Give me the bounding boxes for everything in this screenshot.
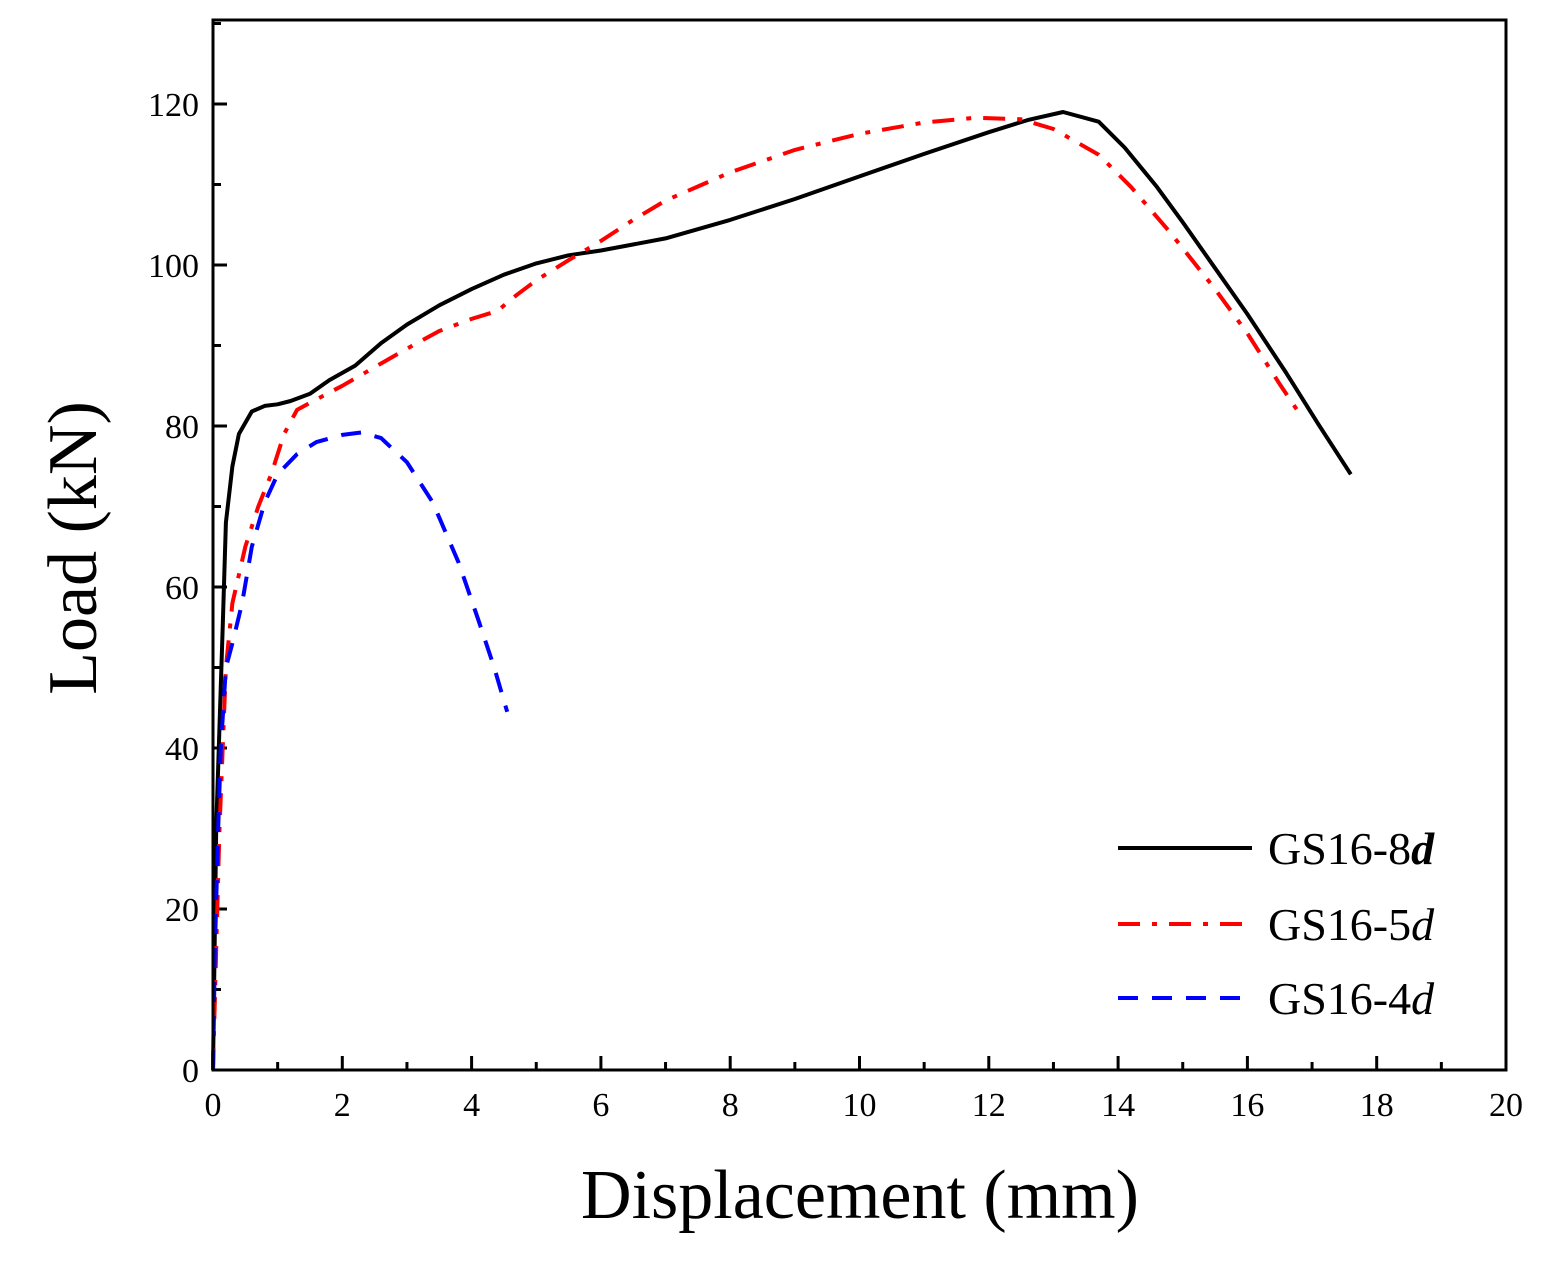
y-tick-label: 20 bbox=[165, 892, 199, 929]
x-tick-labels: 0 2 4 6 8 10 12 14 16 18 20 bbox=[205, 1087, 1524, 1124]
legend-label: GS16-8d bbox=[1268, 823, 1435, 874]
legend-label: GS16-4d bbox=[1268, 973, 1435, 1024]
series-line bbox=[211, 430, 510, 1071]
y-tick-labels: 0 20 40 60 80 100 120 bbox=[148, 87, 199, 1090]
y-tick-label: 120 bbox=[148, 87, 199, 124]
x-tick-label: 18 bbox=[1360, 1087, 1394, 1124]
y-tick-label: 60 bbox=[165, 570, 199, 607]
legend-label: GS16-5d bbox=[1268, 899, 1435, 950]
legend: GS16-8d GS16-5d GS16-4d bbox=[1118, 823, 1435, 1024]
y-axis-title: Load (kN) bbox=[35, 401, 112, 695]
x-tick-label: 4 bbox=[463, 1087, 480, 1124]
series-line bbox=[211, 110, 1353, 1071]
y-tick-label: 100 bbox=[148, 248, 199, 285]
x-tick-label: 20 bbox=[1489, 1087, 1523, 1124]
x-tick-label: 0 bbox=[205, 1087, 222, 1124]
series-lines bbox=[211, 110, 1353, 1071]
x-tick-label: 14 bbox=[1101, 1087, 1135, 1124]
x-tick-label: 12 bbox=[972, 1087, 1006, 1124]
x-tick-label: 8 bbox=[722, 1087, 739, 1124]
x-tick-label: 10 bbox=[843, 1087, 877, 1124]
x-tick-label: 2 bbox=[334, 1087, 351, 1124]
x-tick-label: 6 bbox=[592, 1087, 609, 1124]
plot-frame bbox=[211, 18, 1508, 1072]
x-axis-title: Displacement (mm) bbox=[581, 1157, 1139, 1234]
series-line bbox=[211, 115, 1305, 1071]
y-tick-label: 80 bbox=[165, 409, 199, 446]
y-tick-label: 0 bbox=[182, 1053, 199, 1090]
y-tick-label: 40 bbox=[165, 731, 199, 768]
x-tick-label: 16 bbox=[1230, 1087, 1264, 1124]
